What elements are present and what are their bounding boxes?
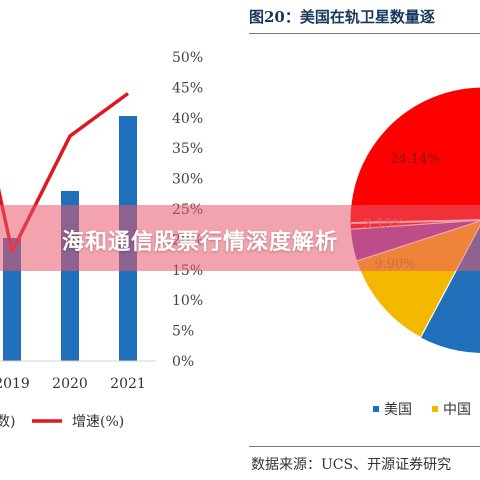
pie-legend-swatch-美国 [373,406,379,412]
y2-tick-label: 0% [172,354,194,370]
figure-title: 图20：美国在轨卫星数量逐 [249,8,435,26]
x-tick-2020: 2020 [52,376,88,392]
y2-tick-label: 50% [172,50,203,66]
x-tick-labels: 2019 2020 2021 [0,376,146,392]
x-tick-2021: 2021 [110,376,146,392]
pie-legend-swatch-中国 [432,406,438,412]
figure-source: 数据来源：UCS、开源证券研究 [251,457,452,473]
pie-legend: 美国 中国 [373,402,471,418]
growth-line [0,92,130,254]
source-rule [249,446,480,447]
y2-tick-label: 5% [172,324,194,340]
pie-legend-label-美国: 美国 [384,402,412,418]
legend-bar-label: 数) [0,414,15,430]
y2-tick-label: 35% [172,141,203,157]
banner-title: 海和通信股票行情深度解析 [62,230,339,255]
y2-tick-label: 40% [172,111,203,127]
pie-label-24.14%: 24.14% [390,152,440,167]
chart-legend: 数) 增速(%) [0,414,124,430]
legend-line-label: 增速(%) [72,414,124,430]
title-rule [249,33,480,34]
y2-tick-label: 45% [172,80,203,96]
title-banner [0,205,480,271]
y2-tick-label: 30% [172,172,203,188]
x-tick-2019: 2019 [0,376,30,392]
pie-legend-label-中国: 中国 [443,402,471,418]
y2-tick-label: 10% [172,293,203,309]
